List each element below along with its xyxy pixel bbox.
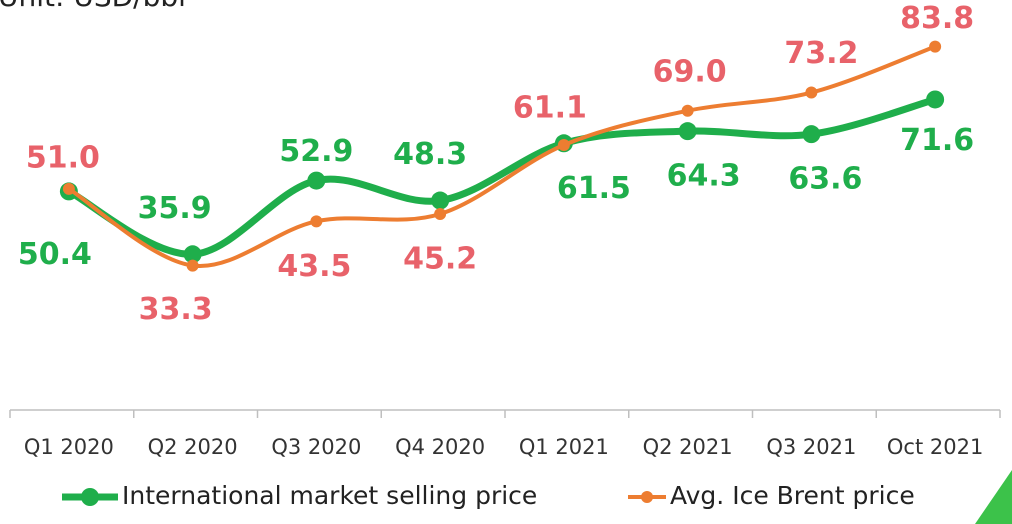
- data-label: 61.1: [513, 91, 587, 126]
- decor-triangle: [975, 470, 1012, 524]
- data-point: [183, 245, 202, 264]
- data-point: [802, 125, 821, 144]
- x-tick-label: Oct 2021: [887, 435, 983, 459]
- data-point: [62, 182, 75, 195]
- series-line: [67, 44, 936, 269]
- data-label: 69.0: [653, 54, 727, 89]
- data-label: 71.6: [900, 123, 974, 158]
- legend-label: Avg. Ice Brent price: [670, 481, 915, 510]
- data-point: [678, 122, 697, 141]
- data-point: [805, 86, 818, 99]
- unit-label: Unit: USD/bbl: [0, 0, 186, 13]
- x-tick-label: Q4 2020: [395, 435, 485, 459]
- data-label: 48.3: [393, 137, 467, 172]
- data-label: 63.6: [788, 162, 862, 197]
- data-label: 64.3: [667, 159, 741, 194]
- data-point: [681, 104, 694, 117]
- data-label: 50.4: [18, 237, 92, 272]
- data-point: [431, 191, 450, 210]
- data-point: [307, 171, 326, 190]
- data-point: [929, 40, 942, 53]
- data-label: 52.9: [279, 134, 353, 169]
- data-point: [186, 259, 199, 272]
- data-label: 45.2: [403, 241, 477, 276]
- x-tick-label: Q2 2020: [148, 435, 238, 459]
- data-label: 73.2: [784, 36, 858, 71]
- x-tick-label: Q3 2020: [271, 435, 361, 459]
- data-label: 51.0: [26, 140, 100, 175]
- x-tick-label: Q1 2021: [519, 435, 609, 459]
- x-tick-label: Q3 2021: [766, 435, 856, 459]
- data-label: 83.8: [900, 1, 974, 36]
- data-point: [926, 90, 945, 109]
- legend-label: International market selling price: [122, 481, 537, 510]
- legend-marker: [81, 488, 99, 506]
- data-label: 35.9: [138, 191, 212, 226]
- data-point: [434, 207, 447, 220]
- data-point: [310, 215, 323, 228]
- data-label: 33.3: [139, 292, 213, 327]
- data-label: 43.5: [277, 249, 351, 284]
- legend-marker: [641, 491, 653, 503]
- data-label: 61.5: [557, 171, 631, 206]
- data-point: [557, 139, 570, 152]
- x-tick-label: Q1 2020: [24, 435, 114, 459]
- x-tick-label: Q2 2021: [643, 435, 733, 459]
